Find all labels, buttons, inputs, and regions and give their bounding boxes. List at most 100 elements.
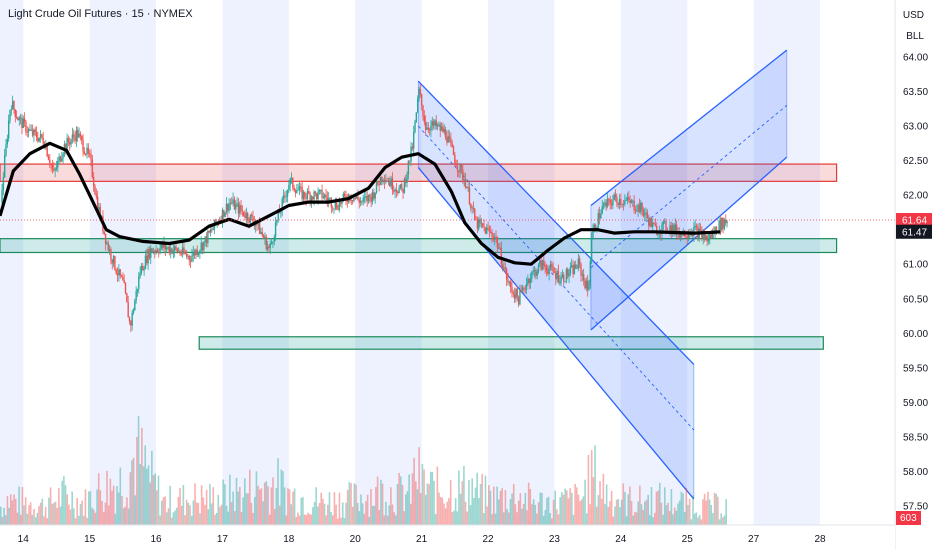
volume-bar bbox=[209, 483, 211, 525]
candle-body bbox=[669, 225, 671, 231]
candle-body bbox=[365, 196, 367, 198]
candle-body bbox=[535, 269, 537, 276]
candle-body bbox=[679, 232, 682, 238]
candle-body bbox=[507, 279, 509, 283]
volume-bar bbox=[298, 515, 301, 525]
ascending-channel-mid-line[interactable] bbox=[590, 105, 788, 269]
candle-body bbox=[122, 276, 124, 281]
x-tick-label: 16 bbox=[150, 534, 162, 545]
candle-body bbox=[22, 118, 24, 128]
candle-body bbox=[715, 226, 718, 233]
candle-body bbox=[454, 154, 456, 164]
candle-body bbox=[544, 265, 546, 267]
candle-body bbox=[47, 156, 50, 160]
volume-bar bbox=[385, 501, 387, 525]
candle-body bbox=[673, 224, 675, 232]
price-axis[interactable] bbox=[895, 0, 932, 550]
candle-body bbox=[335, 202, 338, 209]
candle-body bbox=[689, 234, 691, 236]
candle-body bbox=[551, 264, 553, 267]
candle-body bbox=[557, 270, 560, 282]
green-support-zone[interactable] bbox=[0, 238, 838, 254]
candle-body bbox=[140, 265, 143, 273]
volume-bar bbox=[205, 489, 208, 525]
volume-bar bbox=[647, 494, 649, 525]
candle-body bbox=[30, 129, 32, 131]
candle-body bbox=[606, 198, 609, 207]
y-tick-label: 58.50 bbox=[903, 432, 928, 443]
candle-body bbox=[424, 121, 427, 130]
volume-bar bbox=[700, 519, 703, 525]
moving-average-line[interactable] bbox=[0, 141, 721, 266]
candle-body bbox=[509, 282, 512, 287]
candle-body bbox=[482, 223, 484, 227]
candle-body bbox=[355, 196, 358, 199]
volume-bar bbox=[71, 491, 73, 525]
volume-bar bbox=[559, 497, 561, 525]
candle-body bbox=[564, 281, 566, 283]
candle-body bbox=[175, 246, 177, 249]
unit-label[interactable]: BLL bbox=[906, 31, 924, 42]
volume-bar bbox=[136, 436, 138, 525]
candle-body bbox=[132, 310, 135, 313]
y-tick-label: 62.00 bbox=[903, 191, 928, 202]
candle-body bbox=[78, 133, 80, 138]
volume-bar bbox=[383, 515, 386, 525]
candle-body bbox=[397, 191, 399, 194]
candle-body bbox=[39, 134, 42, 138]
volume-bar bbox=[373, 505, 376, 525]
ascending-channel-lower-line[interactable] bbox=[590, 156, 788, 331]
candle-body bbox=[61, 157, 63, 162]
candle-body bbox=[316, 193, 318, 200]
candle-body bbox=[15, 116, 18, 119]
candle-body bbox=[721, 217, 723, 231]
candle-body bbox=[633, 200, 635, 210]
candle-body bbox=[515, 288, 517, 299]
candle-body bbox=[653, 222, 655, 225]
candle-body bbox=[13, 101, 15, 110]
volume-bar bbox=[307, 512, 309, 525]
volume-bar bbox=[466, 511, 469, 525]
candle-body bbox=[428, 129, 431, 131]
volume-bar bbox=[167, 508, 170, 525]
time-axis[interactable] bbox=[0, 525, 895, 550]
candle-body bbox=[26, 132, 28, 133]
volume-bar bbox=[38, 506, 40, 525]
candle-body bbox=[66, 137, 68, 150]
candle-body bbox=[512, 292, 514, 294]
volume-bar bbox=[663, 487, 666, 525]
candle-body bbox=[183, 247, 185, 254]
candle-body bbox=[131, 312, 133, 326]
candle-body bbox=[241, 210, 244, 212]
y-tick-label: 60.50 bbox=[903, 294, 928, 305]
candle-body bbox=[265, 236, 267, 250]
candle-body bbox=[75, 129, 78, 142]
volume-bar bbox=[454, 498, 457, 525]
ascending-channel-upper-line[interactable] bbox=[590, 49, 788, 207]
candle-body bbox=[383, 179, 386, 183]
candle-body bbox=[434, 120, 436, 126]
green-lower-zone[interactable] bbox=[198, 336, 824, 350]
volume-bar bbox=[697, 517, 699, 525]
ma-price-value: 61.47 bbox=[902, 227, 927, 238]
volume-bar bbox=[368, 517, 371, 525]
currency-label[interactable]: USD bbox=[902, 10, 924, 21]
candle-body bbox=[634, 209, 637, 211]
volume-bar bbox=[640, 504, 643, 525]
candle-body bbox=[317, 191, 319, 200]
candle-body bbox=[87, 147, 90, 154]
volume-bar bbox=[479, 483, 482, 525]
volume-bar bbox=[620, 499, 623, 525]
candle-body bbox=[301, 187, 303, 200]
volume-bar bbox=[645, 499, 648, 525]
volume-bar bbox=[275, 487, 278, 525]
volume-bar bbox=[195, 502, 198, 525]
volume-bar bbox=[698, 515, 701, 525]
candle-body bbox=[236, 203, 238, 205]
candle-body bbox=[459, 164, 461, 172]
descending-channel-upper-line[interactable] bbox=[417, 80, 695, 365]
candle-body bbox=[699, 228, 702, 231]
candle-body bbox=[310, 196, 313, 202]
volume-bar bbox=[635, 512, 638, 525]
